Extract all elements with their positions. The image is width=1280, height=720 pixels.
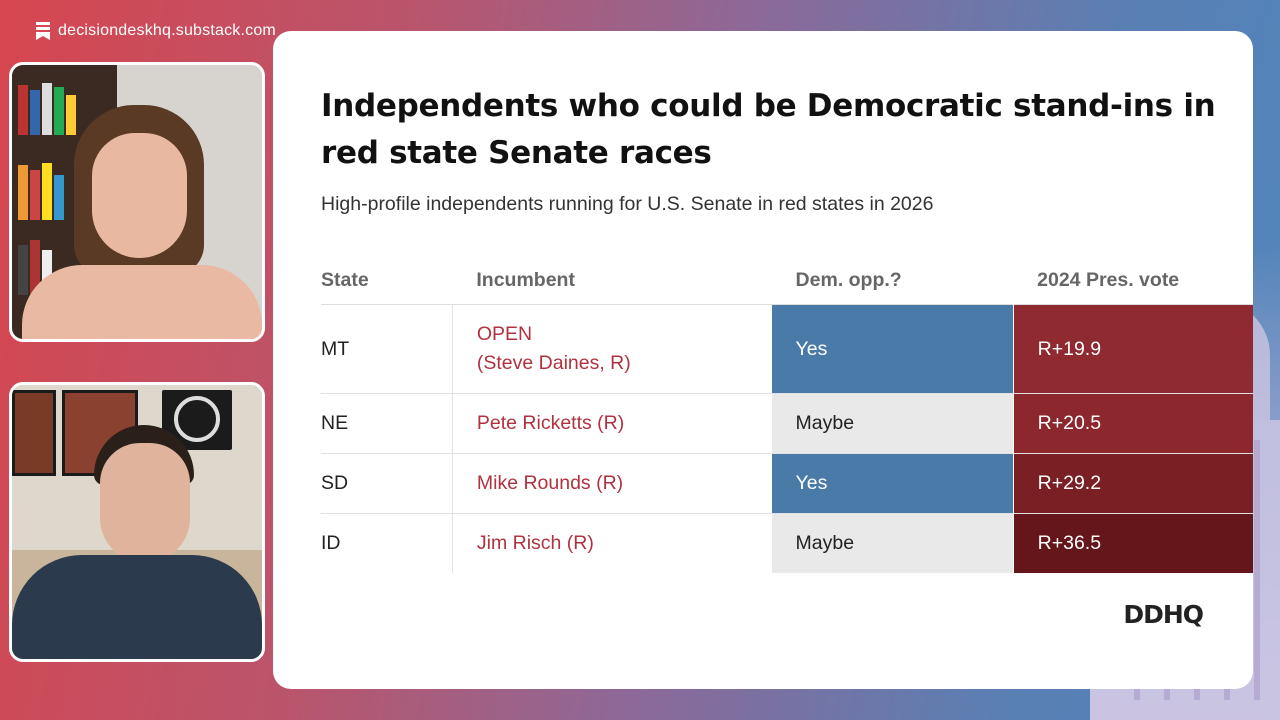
dem-opp-cell: Yes bbox=[771, 304, 1014, 394]
races-table: State Incumbent Dem. opp.? 2024 Pres. vo… bbox=[321, 256, 1253, 573]
incumbent-line1: OPEN bbox=[476, 323, 533, 345]
video-feed-host bbox=[9, 62, 265, 342]
bookmark-icon bbox=[36, 22, 50, 40]
slide-card: Independents who could be Democratic sta… bbox=[273, 31, 1253, 689]
incumbent-line2: (Steve Daines, R) bbox=[476, 352, 631, 374]
incumbent-cell: OPEN (Steve Daines, R) bbox=[452, 305, 771, 394]
table-row: ID Jim Risch (R) Maybe R+36.5 bbox=[321, 513, 1253, 573]
header-incumbent: Incumbent bbox=[476, 268, 575, 291]
table-row: SD Mike Rounds (R) Yes R+29.2 bbox=[321, 453, 1253, 514]
header-state: State bbox=[321, 268, 369, 291]
source-label: decisiondeskhq.substack.com bbox=[36, 18, 276, 44]
state-cell: SD bbox=[321, 453, 453, 514]
slide-subtitle: High-profile independents running for U.… bbox=[321, 193, 934, 215]
video-feed-guest bbox=[9, 382, 265, 662]
ddhq-logo: DDHQ bbox=[1123, 600, 1204, 629]
source-url: decisiondeskhq.substack.com bbox=[58, 22, 276, 39]
slide-title: Independents who could be Democratic sta… bbox=[321, 88, 1216, 171]
incumbent-cell: Pete Ricketts (R) bbox=[476, 412, 625, 434]
state-cell: MT bbox=[321, 304, 453, 394]
dem-opp-cell: Maybe bbox=[771, 513, 1014, 573]
table-header-row: State Incumbent Dem. opp.? 2024 Pres. vo… bbox=[321, 256, 1253, 305]
pres-vote-cell: R+19.9 bbox=[1012, 304, 1253, 394]
header-dem-opp: Dem. opp.? bbox=[795, 268, 902, 291]
header-pres-vote: 2024 Pres. vote bbox=[1037, 268, 1180, 291]
dem-opp-cell: Yes bbox=[771, 453, 1014, 514]
pres-vote-cell: R+29.2 bbox=[1012, 453, 1253, 514]
table-row: MT OPEN (Steve Daines, R) Yes R+19.9 bbox=[321, 304, 1253, 394]
incumbent-cell: Mike Rounds (R) bbox=[476, 472, 624, 494]
table-row: NE Pete Ricketts (R) Maybe R+20.5 bbox=[321, 393, 1253, 454]
dem-opp-cell: Maybe bbox=[771, 393, 1014, 454]
incumbent-cell: Jim Risch (R) bbox=[476, 532, 594, 554]
state-cell: NE bbox=[321, 393, 453, 454]
pres-vote-cell: R+20.5 bbox=[1012, 393, 1253, 454]
pres-vote-cell: R+36.5 bbox=[1012, 513, 1253, 573]
state-cell: ID bbox=[321, 513, 453, 573]
